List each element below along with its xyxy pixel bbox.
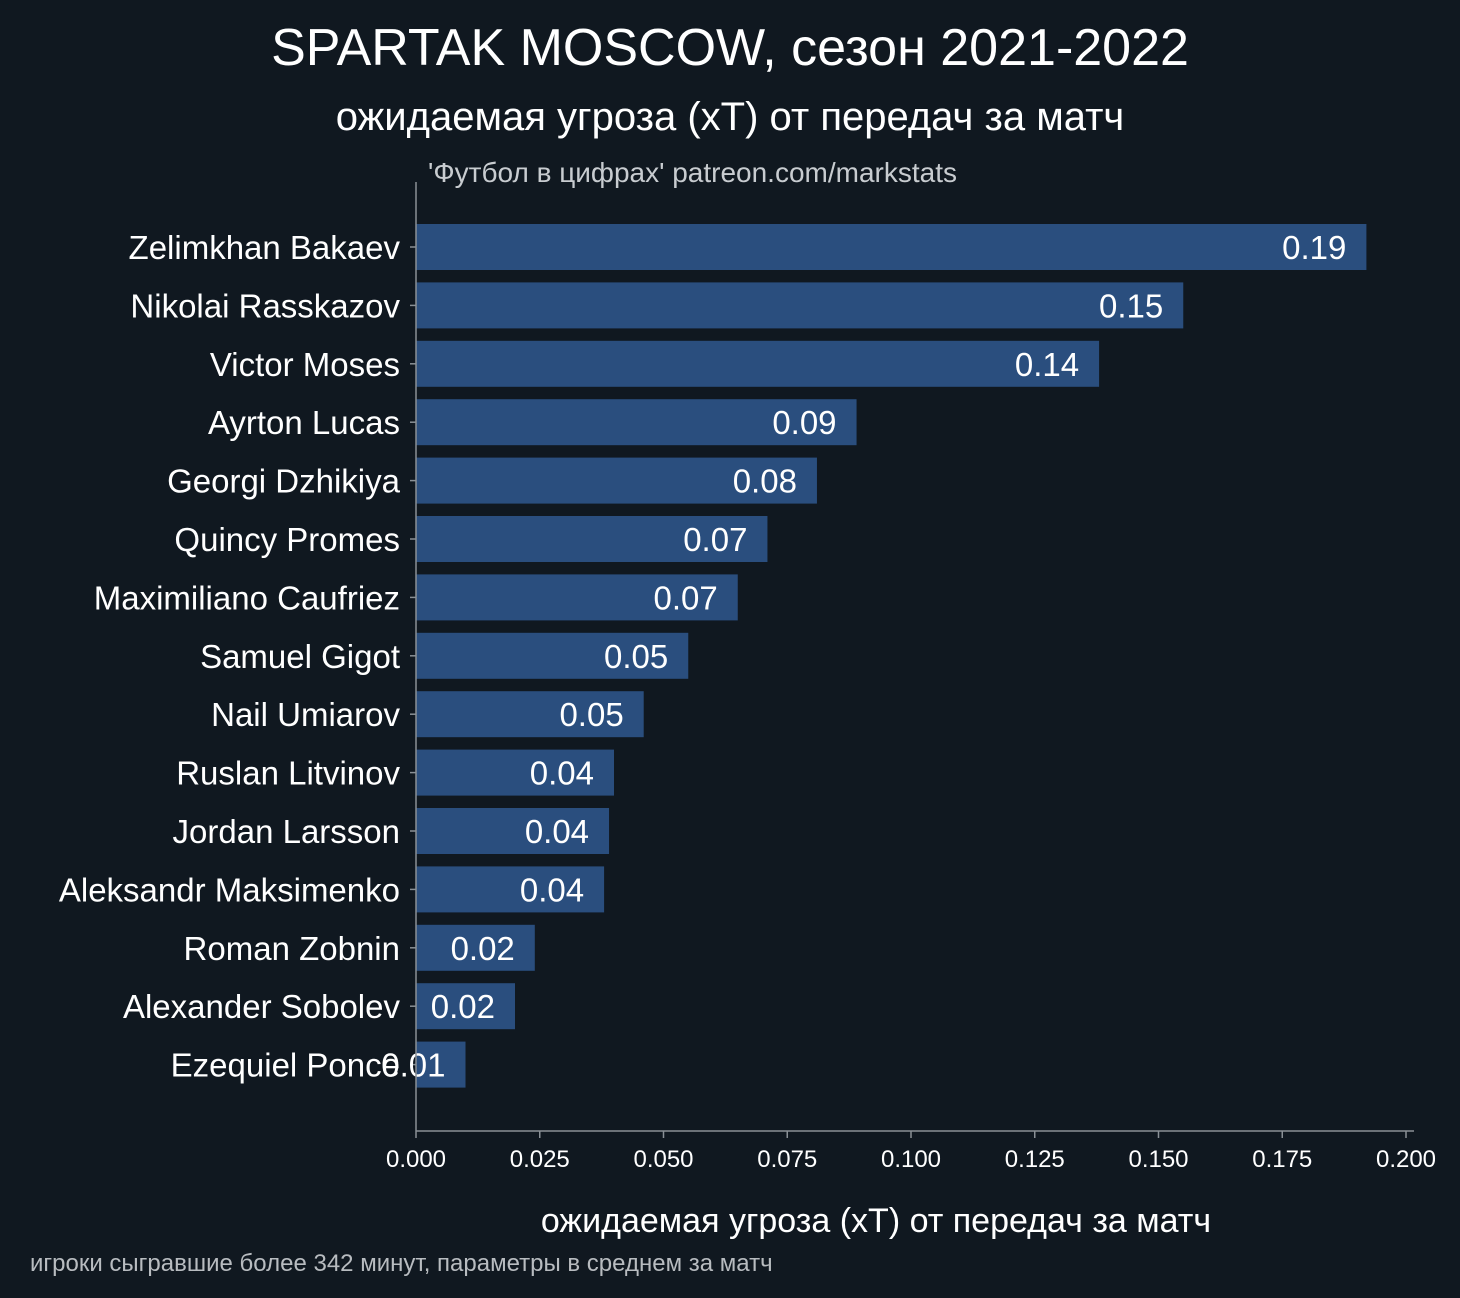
value-label: 0.09 (772, 404, 836, 441)
x-axis-label: ожидаемая угроза (xT) от передач за матч (541, 1202, 1211, 1240)
category-label: Ezequiel Ponce (171, 1047, 400, 1084)
value-label: 0.04 (525, 813, 589, 850)
chart-subtitle: ожидаемая угроза (xT) от передач за матч (336, 95, 1124, 139)
category-label: Victor Moses (210, 346, 400, 383)
category-labels: Zelimkhan Bakaev Nikolai Rasskazov Victor … (59, 229, 416, 1084)
x-tick-label: 0.150 (1128, 1146, 1188, 1173)
category-label: Georgi Dzhikiya (167, 463, 401, 500)
value-label: 0.05 (559, 696, 623, 733)
bar-3 (416, 340, 1100, 387)
bar-10 (416, 749, 614, 796)
bar-2 (416, 282, 1184, 329)
bar-11 (416, 808, 610, 854)
bar-4 (416, 399, 857, 446)
x-tick-label: 0.075 (757, 1146, 817, 1173)
bars-group (416, 224, 1367, 1088)
x-tick-label: 0.050 (633, 1146, 693, 1173)
category-label: Zelimkhan Bakaev (129, 229, 401, 266)
bar-1 (416, 224, 1367, 270)
value-label: 0.08 (733, 463, 797, 500)
category-label: Maximiliano Caufriez (94, 579, 400, 616)
category-label: Alexander Sobolev (123, 988, 401, 1025)
bar-15 (416, 1041, 466, 1088)
value-label: 0.05 (604, 638, 668, 675)
value-label: 0.15 (1099, 287, 1163, 324)
bar-14 (416, 983, 515, 1030)
x-tick-label: 0.025 (510, 1146, 570, 1173)
x-tick-label: 0.100 (881, 1146, 941, 1173)
value-label: 0.02 (431, 988, 495, 1025)
value-label: 0.02 (451, 930, 515, 967)
value-label: 0.14 (1015, 346, 1079, 383)
category-label: Ayrton Lucas (208, 404, 400, 441)
x-tick-label: 0.125 (1005, 1146, 1065, 1173)
bar-6 (416, 516, 768, 562)
bar-12 (416, 866, 605, 913)
chart-footnote: игроки сыгравшие более 342 минут, параме… (30, 1250, 773, 1277)
x-tick-label: 0.175 (1252, 1146, 1312, 1173)
category-label: Aleksandr Maksimenko (59, 871, 400, 908)
value-label: 0.04 (530, 755, 594, 792)
x-ticks-group: 0.000 0.025 0.050 0.075 0.100 0.125 0.150 0.175… (386, 1131, 1436, 1173)
chart-title: SPARTAK MOSCOW, сезон 2021-2022 (271, 19, 1189, 77)
category-label: Nail Umiarov (211, 696, 400, 733)
bar-5 (416, 457, 817, 504)
category-label: Jordan Larsson (173, 813, 400, 850)
value-label: 0.07 (654, 579, 718, 616)
category-label: Nikolai Rasskazov (130, 287, 400, 324)
bar-7 (416, 574, 738, 621)
value-label: 0.04 (520, 871, 584, 908)
bar-8 (416, 632, 689, 679)
value-label: 0.07 (683, 521, 747, 558)
x-tick-label: 0.200 (1376, 1146, 1436, 1173)
category-label: Roman Zobnin (184, 930, 400, 967)
x-tick-label: 0.000 (386, 1146, 446, 1173)
category-label: Quincy Promes (174, 521, 400, 558)
value-labels: 0.19 0.15 0.14 0.09 0.08 0.07 0.07 0.05 0.05 0.04… (381, 229, 1346, 1084)
value-label: 0.19 (1282, 229, 1346, 266)
category-label: Ruslan Litvinov (176, 755, 400, 792)
chart-source: 'Футбол в цифрах' patreon.com/markstats (428, 157, 957, 188)
bar-13 (416, 924, 535, 971)
category-label: Samuel Gigot (200, 638, 400, 675)
bar-9 (416, 691, 644, 738)
value-label: 0.01 (381, 1047, 445, 1084)
